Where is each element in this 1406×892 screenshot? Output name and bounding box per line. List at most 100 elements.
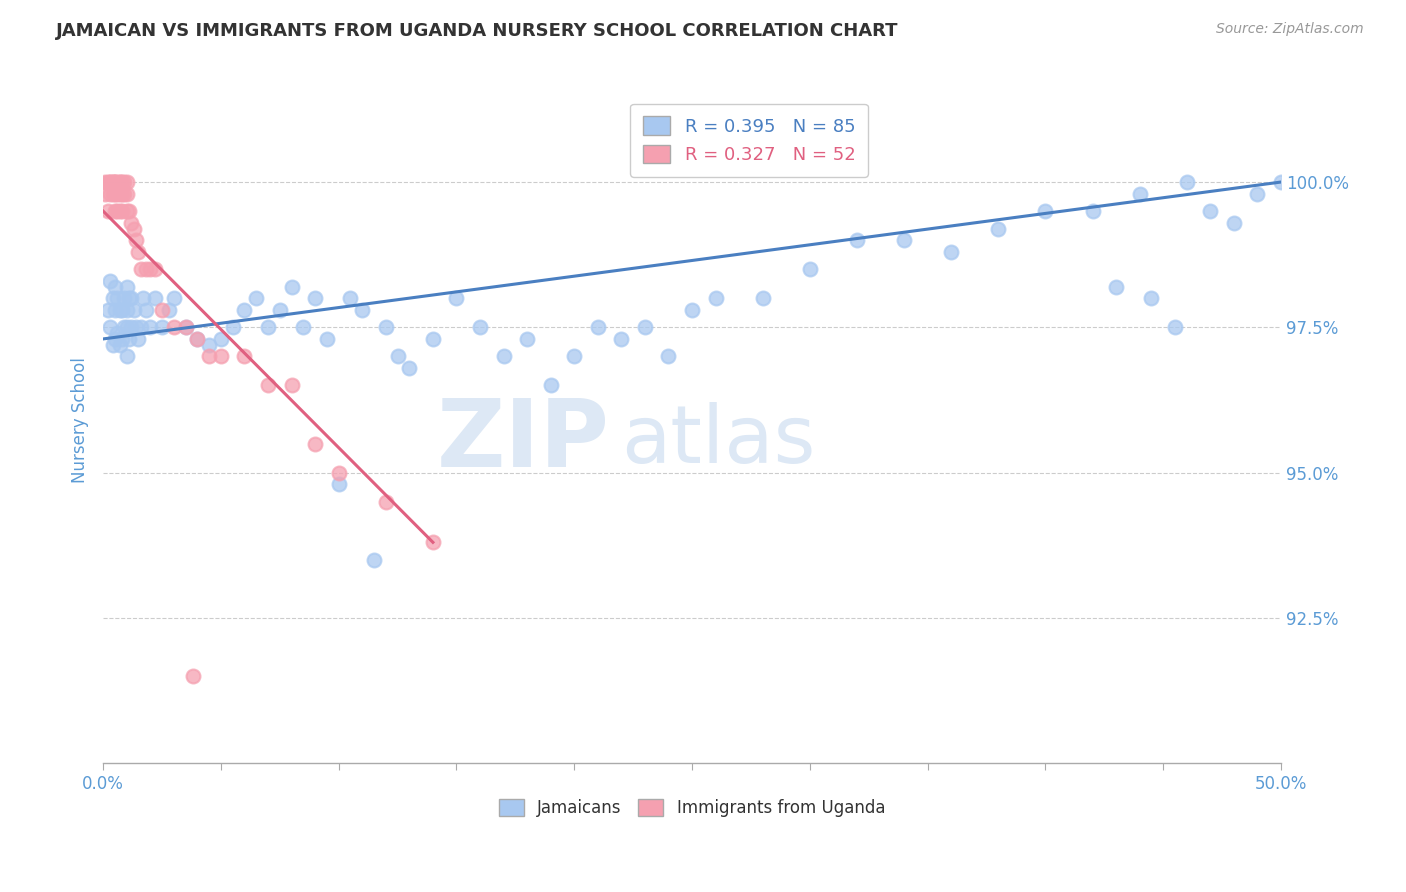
Point [101, 291, 124, 305]
Point [562, 350, 585, 364]
Point [115, 186, 138, 201]
Point [94, 175, 117, 189]
Point [387, 350, 409, 364]
Point [115, 204, 138, 219]
Point [143, 262, 166, 277]
Point [125, 233, 148, 247]
Point [292, 320, 315, 334]
Point [422, 535, 444, 549]
Point [941, 244, 963, 259]
Point [422, 332, 444, 346]
Point [398, 361, 420, 376]
Point [987, 221, 1010, 235]
Point [108, 204, 131, 219]
Point [98, 175, 121, 189]
Point [845, 233, 868, 247]
Point [112, 175, 135, 189]
Point [163, 320, 186, 334]
Point [1105, 279, 1128, 293]
Point [111, 175, 134, 189]
Point [304, 291, 326, 305]
Point [101, 186, 124, 201]
Point [610, 332, 633, 346]
Point [209, 332, 232, 346]
Point [586, 320, 609, 334]
Point [1223, 216, 1246, 230]
Point [257, 320, 280, 334]
Point [198, 350, 221, 364]
Point [799, 262, 821, 277]
Point [209, 350, 232, 364]
Point [363, 553, 385, 567]
Legend: Jamaicans, Immigrants from Uganda: Jamaicans, Immigrants from Uganda [492, 792, 891, 823]
Point [118, 332, 141, 346]
Point [105, 291, 128, 305]
Point [163, 291, 186, 305]
Point [1246, 186, 1268, 201]
Point [111, 302, 134, 317]
Text: atlas: atlas [621, 402, 815, 480]
Point [135, 302, 157, 317]
Point [181, 669, 204, 683]
Point [135, 262, 157, 277]
Point [280, 378, 302, 392]
Point [1164, 320, 1187, 334]
Point [174, 320, 197, 334]
Point [104, 204, 127, 219]
Point [186, 332, 208, 346]
Point [516, 332, 538, 346]
Point [221, 320, 243, 334]
Point [157, 302, 180, 317]
Point [129, 320, 152, 334]
Point [104, 279, 127, 293]
Point [316, 332, 339, 346]
Point [127, 244, 149, 259]
Point [105, 186, 128, 201]
Point [132, 291, 155, 305]
Point [101, 175, 124, 189]
Point [143, 291, 166, 305]
Point [105, 326, 128, 340]
Point [120, 216, 142, 230]
Point [233, 302, 256, 317]
Point [118, 204, 141, 219]
Point [97, 175, 120, 189]
Point [104, 175, 127, 189]
Point [108, 175, 131, 189]
Point [98, 320, 121, 334]
Point [257, 378, 280, 392]
Point [118, 291, 141, 305]
Point [245, 291, 267, 305]
Point [280, 279, 302, 293]
Point [127, 332, 149, 346]
Point [150, 302, 173, 317]
Point [104, 332, 127, 346]
Point [304, 436, 326, 450]
Point [174, 320, 197, 334]
Point [1035, 204, 1057, 219]
Point [269, 302, 291, 317]
Point [115, 175, 138, 189]
Point [104, 175, 127, 189]
Point [150, 320, 173, 334]
Point [374, 494, 396, 508]
Point [198, 337, 221, 351]
Point [101, 337, 124, 351]
Point [108, 337, 131, 351]
Point [94, 186, 117, 201]
Point [97, 302, 120, 317]
Point [1270, 175, 1292, 189]
Point [540, 378, 562, 392]
Point [328, 477, 350, 491]
Point [115, 320, 138, 334]
Point [108, 175, 131, 189]
Point [98, 175, 121, 189]
Point [111, 332, 134, 346]
Point [468, 320, 491, 334]
Point [108, 302, 131, 317]
Point [681, 302, 703, 317]
Point [893, 233, 915, 247]
Point [122, 302, 145, 317]
Point [186, 332, 208, 346]
Point [233, 350, 256, 364]
